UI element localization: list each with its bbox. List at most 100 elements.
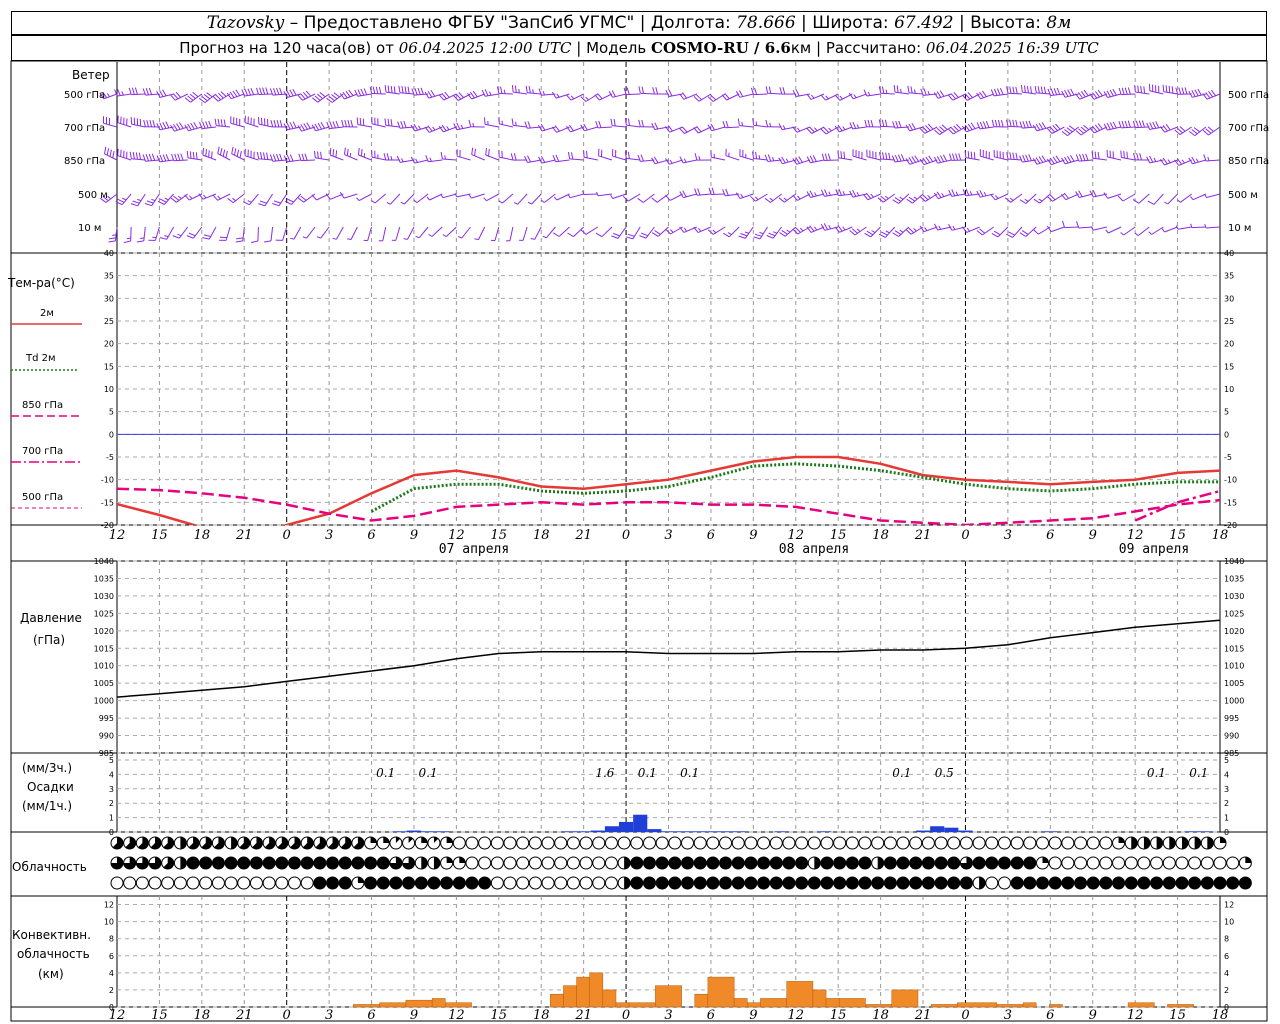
model-name: COSMO-RU / 6.6	[651, 39, 791, 57]
wind-barb-feather	[622, 195, 629, 202]
forecast-run: 06.04.2025 12:00 UTC	[398, 39, 572, 57]
precip-3h-label: 0.1	[419, 766, 438, 780]
wind-barb-feather	[264, 240, 272, 243]
wind-barb-feather	[848, 92, 854, 100]
wind-barb-feather	[764, 154, 769, 162]
wind-barb-feather	[597, 93, 603, 100]
wind-barb-feather	[400, 121, 404, 129]
wind-barb-staff	[993, 93, 1008, 97]
wind-barb-staff	[640, 92, 655, 95]
wind-barb-staff	[1064, 226, 1079, 229]
cloud-circle	[541, 856, 555, 870]
wind-barb-feather	[840, 151, 843, 159]
wind-barb-feather	[698, 156, 701, 161]
cloud-circle	[554, 856, 568, 870]
cloud-fill	[427, 877, 440, 889]
wind-barb-staff	[937, 226, 952, 231]
cloud-circle	[681, 836, 695, 850]
y-tick-right: 1010	[1224, 662, 1244, 671]
temp-series-1	[370, 462, 1220, 513]
cloud-fill	[744, 877, 757, 889]
wind-barb-feather	[553, 232, 560, 237]
wind-barb-staff	[1205, 159, 1221, 162]
y-tick-right: 1005	[1224, 679, 1244, 688]
wind-barb-feather	[906, 198, 913, 204]
y-tick-left: 2	[109, 986, 114, 995]
wind-barb-feather	[580, 229, 587, 235]
hour-label-conv: 18	[872, 1008, 889, 1023]
wind-barb-staff	[965, 157, 980, 161]
wind-barb-feather	[1009, 197, 1014, 201]
wind-barb-feather	[302, 91, 309, 98]
wind-barb-feather	[518, 88, 520, 93]
hour-label-conv: 12	[787, 1008, 804, 1023]
wind-barb-staff	[204, 93, 217, 103]
cloud-sector	[1207, 837, 1214, 849]
wind-barb-staff	[883, 193, 896, 203]
wind-barb-staff	[852, 126, 867, 130]
cloud-circle	[528, 876, 542, 890]
wind-barb-feather	[428, 233, 433, 237]
wind-barb-feather	[1091, 151, 1094, 159]
wind-barb-staff	[114, 226, 118, 241]
cloud-fill	[643, 857, 656, 869]
wind-barb-feather	[469, 91, 475, 99]
wind-barb-feather	[888, 152, 891, 160]
wind-barb-feather	[1019, 232, 1027, 237]
wind-barb-feather	[1025, 154, 1029, 162]
wind-barb-staff	[558, 226, 570, 237]
wind-barb-feather	[792, 126, 798, 133]
wind-barb-feather	[188, 232, 196, 237]
wind-barb-feather	[809, 190, 814, 198]
wind-barb-feather	[1193, 127, 1200, 133]
cloud-sector	[877, 857, 884, 869]
cloud-sector	[1194, 837, 1201, 850]
cloud-circle	[490, 876, 504, 890]
conv-title: Конвективн.	[12, 928, 91, 942]
wind-barb-feather	[396, 155, 401, 163]
wind-barb-feather	[99, 92, 105, 100]
wind-barb-feather	[1127, 87, 1131, 95]
wind-barb-feather	[201, 96, 208, 102]
wind-barb-feather	[828, 127, 832, 132]
wind-barb-feather	[1175, 87, 1179, 95]
y-tick-right: -10	[1224, 476, 1237, 485]
wind-barb-feather	[905, 124, 911, 132]
wind-barb-feather	[961, 125, 967, 133]
cloud-circle	[123, 876, 137, 890]
wind-barb-staff	[395, 226, 401, 241]
wind-barb-staff	[698, 126, 712, 134]
wind-barb-staff	[759, 226, 768, 240]
wind-barb-feather	[363, 88, 368, 96]
cloud-fill	[909, 857, 922, 869]
wind-barb-feather	[514, 85, 517, 93]
wind-barb-feather	[991, 232, 999, 238]
wind-barb-feather	[542, 235, 547, 239]
cloud-fill	[859, 877, 872, 889]
wind-barb-feather	[159, 237, 167, 240]
wind-barb-staff	[244, 93, 259, 97]
cloud-sector	[328, 836, 339, 849]
cloud-fill	[364, 857, 377, 869]
wind-barb-feather	[540, 199, 545, 203]
wind-barb-feather	[346, 148, 349, 156]
conv-bar	[628, 1002, 656, 1008]
wind-barb-staff	[403, 193, 415, 205]
wind-barb-feather	[106, 148, 110, 156]
wind-barb-feather	[424, 91, 430, 99]
cloud-fill	[453, 877, 466, 889]
cloud-fill	[973, 857, 986, 869]
cloud-circle	[452, 836, 466, 850]
wind-barb-feather	[122, 197, 127, 201]
wind-barb-feather	[1178, 87, 1182, 95]
wind-barb-feather	[1061, 157, 1066, 165]
wind-barb-staff	[485, 154, 499, 161]
wind-barb-feather	[827, 153, 831, 161]
wind-barb-feather	[555, 154, 560, 162]
wind-barb-feather	[842, 191, 846, 196]
wind-barb-feather	[102, 196, 109, 201]
wind-barb-feather	[515, 121, 517, 126]
wind-barb-staff	[626, 93, 641, 96]
wind-barb-feather	[1092, 92, 1098, 99]
wind-barb-feather	[613, 232, 620, 237]
